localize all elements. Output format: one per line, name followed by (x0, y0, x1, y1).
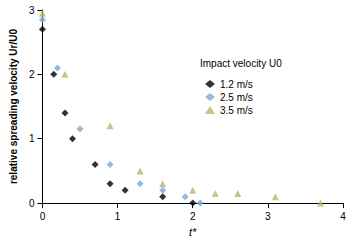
svg-text:3: 3 (29, 5, 35, 16)
svg-text:t*: t* (189, 226, 197, 238)
svg-text:3: 3 (265, 211, 271, 222)
svg-text:3.5 m/s: 3.5 m/s (220, 105, 253, 116)
svg-text:1: 1 (29, 133, 35, 144)
svg-text:0: 0 (40, 211, 46, 222)
svg-text:4: 4 (340, 211, 346, 222)
svg-text:Impact velocity U0: Impact velocity U0 (200, 58, 282, 69)
svg-text:2.5 m/s: 2.5 m/s (220, 92, 253, 103)
svg-text:2: 2 (29, 69, 35, 80)
svg-text:0: 0 (29, 198, 35, 209)
svg-text:2: 2 (190, 211, 196, 222)
svg-text:1.2 m/s: 1.2 m/s (220, 79, 253, 90)
svg-text:1: 1 (115, 211, 121, 222)
svg-text:relative spreading velocity Ur: relative spreading velocity Ur/U0 (8, 29, 19, 185)
